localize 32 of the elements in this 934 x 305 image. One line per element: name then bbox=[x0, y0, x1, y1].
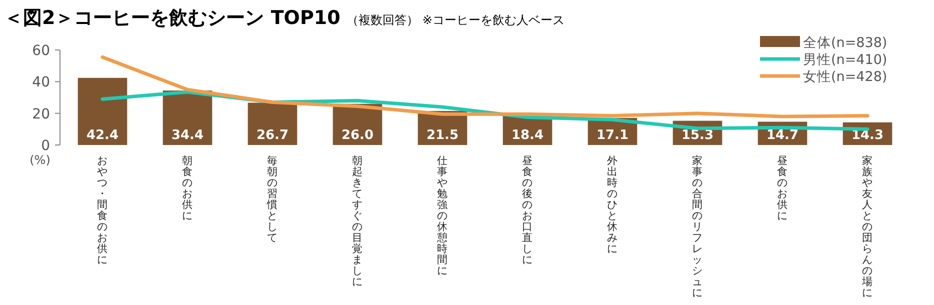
text: ※コーヒーを飲む人ベース bbox=[422, 13, 564, 27]
category-label: 家族や友人との団らんの場に bbox=[862, 155, 873, 299]
bar bbox=[78, 78, 128, 145]
data-label: 26.0 bbox=[341, 128, 374, 143]
bar bbox=[248, 102, 298, 145]
y-tick-label: 40 bbox=[32, 74, 50, 91]
category-label: 朝起きてすぐの目覚ましに bbox=[352, 155, 363, 288]
category-label: おやつ・間食のお供に bbox=[97, 155, 108, 266]
y-tick-label: 0 bbox=[41, 138, 50, 154]
x-tick-label: 朝食のお供に bbox=[182, 154, 193, 222]
y-axis-title: (%) bbox=[30, 153, 50, 167]
category-label: 仕事や勉強の休憩時間に bbox=[437, 155, 448, 277]
data-label: 21.5 bbox=[426, 128, 459, 143]
legend-label: 全体(n=838) bbox=[803, 35, 888, 51]
y-tick-label: 20 bbox=[32, 106, 50, 122]
data-label: 17.1 bbox=[596, 128, 629, 143]
chart-subtitle: （複数回答） bbox=[346, 13, 418, 27]
category-label: 昼食の後のお口直しに bbox=[522, 155, 533, 266]
x-tick-label: 毎朝の習慣として bbox=[266, 155, 278, 244]
data-label: 34.4 bbox=[171, 128, 204, 143]
data-label: 42.4 bbox=[86, 128, 119, 143]
legend-label: 女性(n=428) bbox=[803, 69, 888, 85]
chart-title: ＜図2＞コーヒーを飲むシーン TOP10 bbox=[4, 7, 340, 29]
category-label: 家事の合間のリフレッシュに bbox=[692, 155, 703, 299]
x-tick-label: 昼食のお供に bbox=[777, 155, 788, 222]
y-tick-label: 60 bbox=[32, 43, 50, 59]
data-label: 15.3 bbox=[681, 128, 714, 143]
legend-label: 男性(n=410) bbox=[803, 52, 888, 68]
data-label: 26.7 bbox=[256, 128, 289, 143]
category-label: 外出時のひと休みに bbox=[607, 155, 618, 255]
data-label: 18.4 bbox=[511, 128, 544, 143]
data-label: 14.7 bbox=[766, 128, 799, 143]
